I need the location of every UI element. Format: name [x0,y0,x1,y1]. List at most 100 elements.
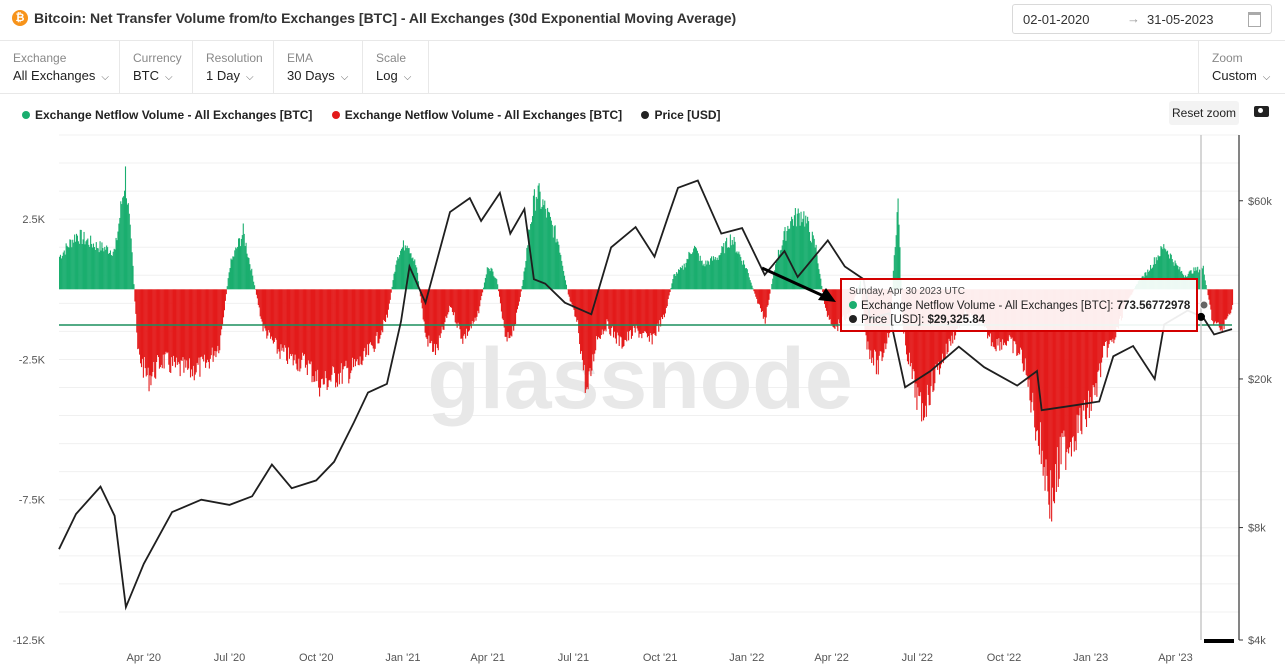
netflow-bar-negative [1041,289,1043,451]
camera-icon[interactable] [1254,106,1269,117]
netflow-bar-positive [746,269,748,290]
netflow-bar-negative [916,289,918,410]
netflow-bar-negative [616,289,618,333]
legend-item-netflow-negative[interactable]: Exchange Netflow Volume - All Exchanges … [331,108,622,122]
netflow-bar-negative [572,289,574,308]
netflow-bar-negative [214,289,216,351]
netflow-bar-negative [1054,289,1056,465]
date-to-input[interactable]: 31-05-2023 [1147,12,1214,27]
netflow-bar-positive [821,285,823,290]
netflow-bar-positive [673,274,675,290]
netflow-bar-negative [926,289,928,385]
netflow-bar-positive [400,250,402,290]
netflow-bar-negative [380,289,382,336]
netflow-bar-negative [503,289,505,328]
legend-item-price[interactable]: Price [USD] [641,108,721,122]
netflow-bar-positive [406,245,408,290]
netflow-bar-negative [320,289,323,380]
netflow-bar-negative [656,289,658,327]
scale-value: Log [376,68,398,83]
netflow-bar-negative [610,289,612,336]
right-axis: $60k $20k $8k $4k [1239,196,1272,647]
netflow-bar-positive [808,221,810,290]
netflow-bar-negative [319,289,321,397]
netflow-bar-negative [570,289,572,303]
netflow-bar-positive [75,241,77,290]
calendar-icon[interactable] [1248,12,1261,27]
x-axis-tick: Oct '22 [987,652,1022,664]
date-range-picker[interactable]: 02-01-2020 → 31-05-2023 [1012,4,1272,34]
netflow-bar-negative [171,289,173,358]
legend-item-netflow-positive[interactable]: Exchange Netflow Volume - All Exchanges … [22,108,312,122]
netflow-bar-negative [826,289,828,317]
resolution-select[interactable]: Resolution 1 Day ⌵ [193,41,274,93]
netflow-bar-negative [638,289,640,338]
netflow-bar-positive [778,254,780,290]
netflow-bar-negative [285,289,287,348]
netflow-bar-negative [759,289,761,305]
netflow-bar-negative [837,289,839,332]
netflow-bar-positive [1175,263,1177,290]
netflow-bar-positive [1159,256,1161,290]
netflow-bar-positive [96,248,98,290]
netflow-bar-positive [689,252,691,290]
netflow-bar-positive [391,286,393,290]
netflow-bar-negative [135,289,137,314]
netflow-bar-positive [743,260,745,290]
netflow-bar-negative [364,289,366,348]
netflow-bar-positive [561,260,563,290]
netflow-bar-positive [395,264,397,290]
netflow-bar-negative [195,289,197,373]
netflow-bar-positive [547,211,550,290]
netflow-bar-positive [797,208,799,290]
netflow-bar-positive [133,284,135,290]
netflow-bar-negative [518,289,520,302]
netflow-bar-negative [925,289,927,417]
netflow-bar-negative [138,289,140,349]
netflow-bar-positive [242,223,244,290]
netflow-bar-positive [66,245,68,290]
netflow-bar-negative [379,289,381,339]
netflow-bar-positive [1171,259,1173,290]
netflow-bar-positive [732,244,734,290]
netflow-bar-negative [325,289,327,379]
netflow-bar-positive [111,255,113,290]
netflow-bar-negative [760,289,763,313]
netflow-bar-negative [621,289,623,349]
x-axis-tick: Jul '20 [214,652,245,664]
netflow-bar-negative [932,289,934,392]
netflow-bar-positive [482,287,485,290]
netflow-bar-negative [1076,289,1078,415]
netflow-bar-negative [569,289,571,302]
netflow-bar-negative [1055,289,1057,492]
netflow-bar-positive [792,225,795,290]
netflow-bar-positive [687,259,689,290]
netflow-bar-negative [582,289,584,371]
netflow-bar-negative [464,289,466,335]
netflow-bar-positive [553,226,555,290]
netflow-bar-negative [1062,289,1064,438]
zoom-select[interactable]: Zoom Custom ⌵ [1198,41,1285,93]
netflow-bar-positive [496,279,498,290]
ema-select[interactable]: EMA 30 Days ⌵ [274,41,363,93]
netflow-bar-negative [151,289,153,377]
netflow-bar-positive [680,268,682,290]
netflow-bar-negative [280,289,282,345]
reset-zoom-button[interactable]: Reset zoom [1169,101,1239,125]
chart-tooltip: Sunday, Apr 30 2023 UTC Exchange Netflow… [840,278,1198,332]
netflow-bar-positive [725,241,727,290]
date-from-input[interactable]: 02-01-2020 [1023,12,1090,27]
netflow-bar-positive [250,270,252,290]
netflow-bar-positive [698,260,700,290]
netflow-bar-negative [346,289,348,369]
netflow-bar-negative [584,289,586,393]
netflow-bar-positive [782,240,784,290]
scale-select[interactable]: Scale Log ⌵ [363,41,429,93]
netflow-bar-negative [154,289,156,378]
netflow-bar-negative [597,289,600,337]
exchange-select[interactable]: Exchange All Exchanges ⌵ [0,41,120,93]
currency-select[interactable]: Currency BTC ⌵ [120,41,193,93]
netflow-bar-negative [421,289,423,309]
netflow-bar-negative [338,289,340,385]
netflow-bar-negative [1228,289,1230,314]
